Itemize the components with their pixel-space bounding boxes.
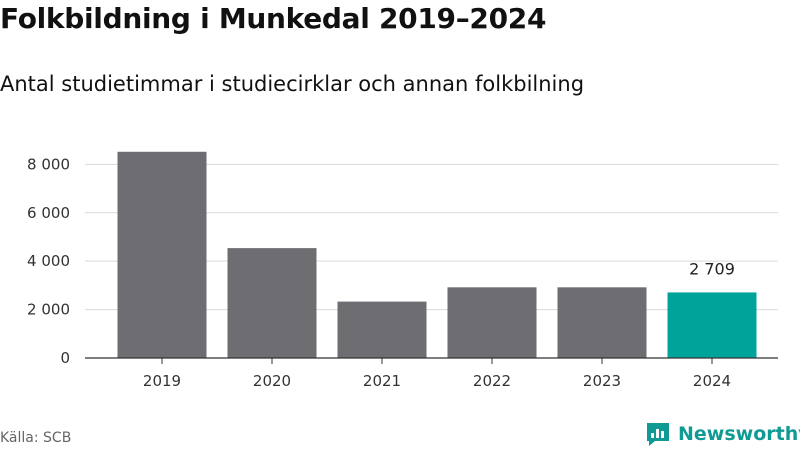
x-tick-label: 2022 — [473, 372, 511, 390]
newsworthy-logo-icon — [647, 423, 669, 446]
bar — [227, 248, 317, 358]
y-tick-label: 4 000 — [27, 252, 70, 270]
page-title: Folkbildning i Munkedal 2019–2024 — [0, 2, 547, 35]
source-note: Källa: SCB — [0, 430, 72, 446]
bar — [117, 151, 207, 358]
bar — [557, 287, 647, 358]
x-tick-label: 2021 — [363, 372, 401, 390]
data-label: 2 709 — [689, 259, 735, 278]
x-tick-label: 2019 — [143, 372, 181, 390]
x-tick-label: 2023 — [583, 372, 621, 390]
page-subtitle: Antal studietimmar i studiecirklar och a… — [0, 72, 585, 96]
y-tick-label: 2 000 — [27, 301, 70, 319]
bar — [447, 287, 537, 358]
x-tick-label: 2020 — [253, 372, 291, 390]
y-tick-label: 8 000 — [27, 155, 70, 173]
brand-logo: Newsworthy — [644, 419, 800, 449]
bar — [337, 301, 427, 358]
y-tick-label: 0 — [60, 349, 70, 367]
bar — [667, 292, 757, 358]
x-tick-label: 2024 — [693, 372, 731, 390]
brand-name: Newsworthy — [678, 423, 800, 445]
y-tick-label: 6 000 — [27, 204, 70, 222]
